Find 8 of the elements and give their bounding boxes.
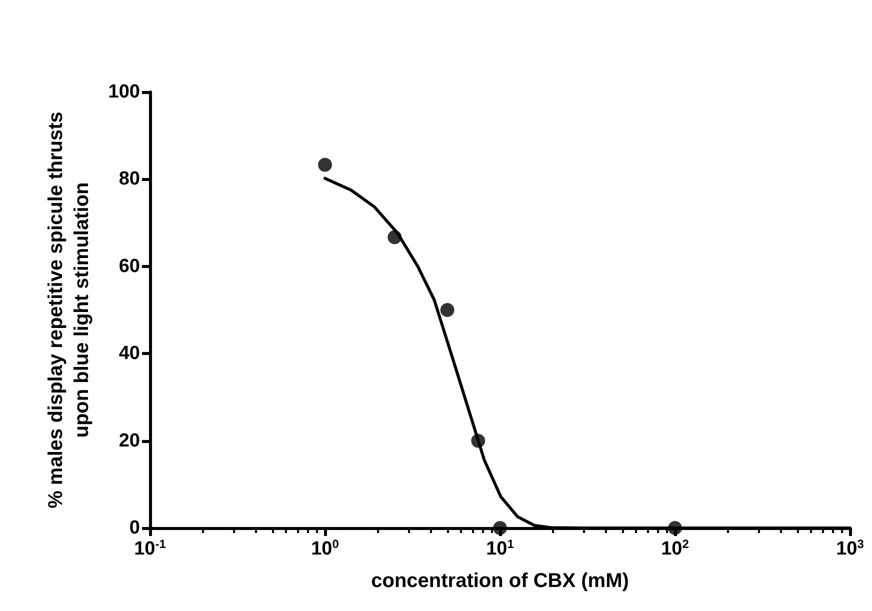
y-tick-label: 80 (118, 168, 140, 190)
y-tick-label: 100 (108, 82, 140, 102)
y-axis-title: % males display repetitive spicule thrusts upon blue light stimulation (45, 112, 93, 508)
y-tick-label: 40 (118, 343, 140, 364)
y-tick-label: 60 (118, 256, 140, 277)
x-axis-title: concentration of CBX (mM) (371, 570, 629, 592)
y-tick-label: 0 (129, 518, 140, 538)
y-tick-label: 20 (118, 430, 140, 452)
